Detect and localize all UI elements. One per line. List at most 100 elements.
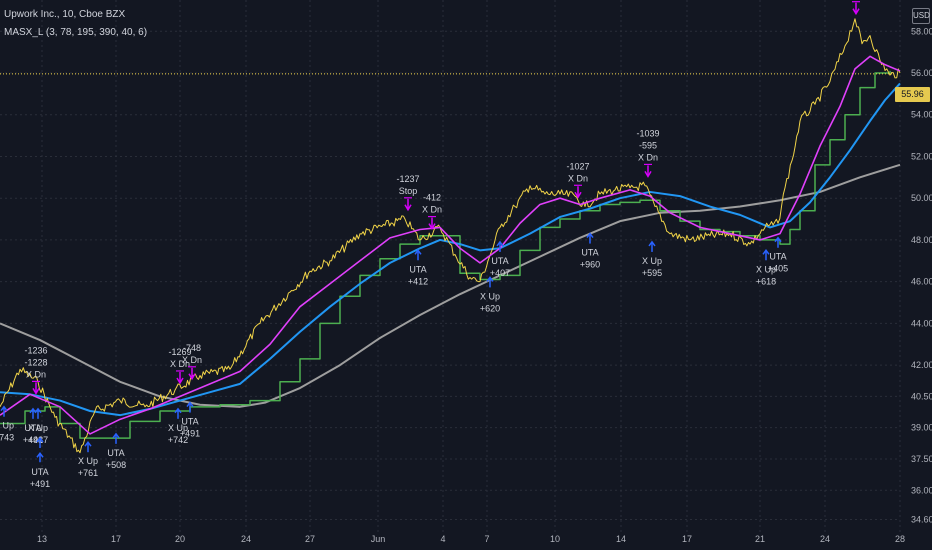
x-tick-label: 4	[440, 534, 445, 544]
sell-marker[interactable]: -1237 Stop	[396, 174, 420, 212]
arrow-down-head	[404, 204, 412, 212]
x-tick-label: 20	[175, 534, 185, 544]
annotation-label: UTA	[491, 256, 508, 266]
annotation-label: X Dn	[422, 205, 442, 215]
buy-marker[interactable]: X Up +620	[480, 276, 500, 313]
sell-marker[interactable]: -1027 X Dn	[566, 161, 590, 199]
sell-marker[interactable]: -1039 -595 X Dn	[636, 128, 660, 178]
arrow-up-head	[496, 240, 504, 247]
annotation-label: +761	[78, 468, 98, 478]
annotation-label: -1039	[636, 128, 659, 138]
y-tick-label: 52.00	[911, 151, 932, 161]
y-tick-label: 37.50	[911, 454, 932, 464]
y-tick-label: 42.00	[911, 360, 932, 370]
annotation-label: +960	[580, 260, 600, 270]
series-ma-slow-line	[0, 163, 901, 408]
buy-marker[interactable]: UTA +508	[106, 432, 126, 470]
x-tick-label: 27	[305, 534, 315, 544]
buy-marker[interactable]: UTA +405	[768, 236, 788, 274]
annotation-label: UTA	[581, 248, 598, 258]
annotation-label: UTA	[107, 448, 124, 458]
annotation-label: +407	[490, 268, 510, 278]
annotation-label: X Dn	[568, 173, 588, 183]
annotation-label: Stop	[399, 186, 418, 196]
currency-badge[interactable]: USD	[912, 8, 930, 24]
arrow-up-head	[762, 249, 770, 255]
sell-marker[interactable]: -748 X Dn	[182, 343, 202, 381]
annotation-label: X Up	[78, 456, 98, 466]
buy-marker[interactable]: UTA +491	[30, 436, 50, 489]
buy-marker[interactable]: UTA +960	[580, 232, 600, 270]
annotation-label: +508	[106, 460, 126, 470]
arrow-down-head	[644, 171, 652, 178]
x-tick-label: 24	[820, 534, 830, 544]
arrow-up-head	[648, 240, 656, 247]
arrow-up-head	[34, 407, 42, 414]
annotation-label: -412	[423, 193, 441, 203]
arrow-down-head	[428, 223, 436, 231]
symbol-title[interactable]: Upwork Inc., 10, Cboe BZX	[4, 9, 126, 20]
arrow-up-head	[774, 236, 782, 243]
x-axis[interactable]: 13 17 20 24 27 Jun 4 7 10 14 17 21 24 28	[37, 534, 905, 544]
series-ma-fast-line	[0, 55, 901, 435]
annotation-label: X Up	[28, 423, 48, 433]
annotation-label: X Up	[642, 256, 662, 266]
buy-marker[interactable]: X Up +595	[642, 240, 662, 278]
annotation-label: UTA	[409, 264, 426, 274]
buy-marker[interactable]: UTA +491	[180, 401, 200, 439]
annotation-label: +620	[480, 303, 500, 313]
sell-marker[interactable]: -1023Stop	[844, 0, 867, 16]
sell-marker[interactable]: -412 X Dn	[422, 193, 442, 231]
last-price-tag: 55.96	[895, 87, 930, 102]
x-tick-label: 21	[755, 534, 765, 544]
annotation-label: +412	[408, 276, 428, 286]
annotation-label: -748	[183, 343, 201, 353]
arrow-up-head	[36, 451, 44, 458]
annotation-label: X Dn	[170, 359, 190, 369]
indicator-legend[interactable]: MASX_L (3, 78, 195, 390, 40, 6)	[4, 27, 148, 38]
annotation-label: UTA	[769, 252, 786, 262]
buy-marker[interactable]: UTA +407	[490, 240, 510, 278]
annotation-label: +743	[0, 433, 14, 443]
annotation-label: -1027	[566, 161, 589, 171]
x-tick-label: 7	[484, 534, 489, 544]
x-tick-label: 13	[37, 534, 47, 544]
annotation-label: X Dn	[182, 355, 202, 365]
arrow-up-head	[586, 232, 594, 239]
arrow-up-head	[36, 436, 44, 443]
arrow-up-head	[186, 401, 194, 408]
annotation-label: -1269	[168, 347, 191, 357]
annotation-label: +742	[168, 435, 188, 445]
annotation-label: X Up	[0, 421, 14, 431]
buy-marker[interactable]: X Up +743	[0, 405, 14, 443]
buy-marker[interactable]: X Up+487	[28, 407, 48, 445]
annotation-label: X Up	[756, 264, 776, 274]
arrow-down-head	[852, 8, 860, 16]
x-tick-label: 10	[550, 534, 560, 544]
buy-marker[interactable]: X Up +761	[78, 440, 98, 478]
sell-marker[interactable]: -1269 X Dn	[168, 347, 192, 385]
y-axis[interactable]: 34.60 36.00 37.50 39.00 40.50 42.00 44.00 46.00…	[911, 26, 932, 524]
annotation-label: UTA	[181, 417, 198, 427]
buy-marker[interactable]: X Up +618	[756, 249, 776, 286]
annotation-label: +405	[768, 264, 788, 274]
sell-marker[interactable]: -1236 -1228 X Dn	[24, 345, 48, 395]
y-tick-label: 46.00	[911, 277, 932, 287]
y-tick-label: 48.00	[911, 235, 932, 245]
buy-marker[interactable]: UTA +412	[408, 249, 428, 286]
x-tick-label: 28	[895, 534, 905, 544]
buy-marker[interactable]: X Up +742	[168, 407, 188, 445]
annotation-label: X Up	[480, 291, 500, 301]
series-trail-line	[0, 70, 891, 439]
annotation-label: +618	[756, 276, 776, 286]
annotation-label: -1236	[24, 345, 47, 355]
buy-marker[interactable]: UTA +491	[23, 407, 43, 445]
series-ma-mid-line	[0, 82, 901, 417]
y-tick-label: 50.00	[911, 193, 932, 203]
annotation-label: +491	[23, 435, 43, 445]
arrow-down-head	[188, 373, 196, 381]
x-tick-label: 17	[682, 534, 692, 544]
annotation-label: -1237	[396, 174, 419, 184]
